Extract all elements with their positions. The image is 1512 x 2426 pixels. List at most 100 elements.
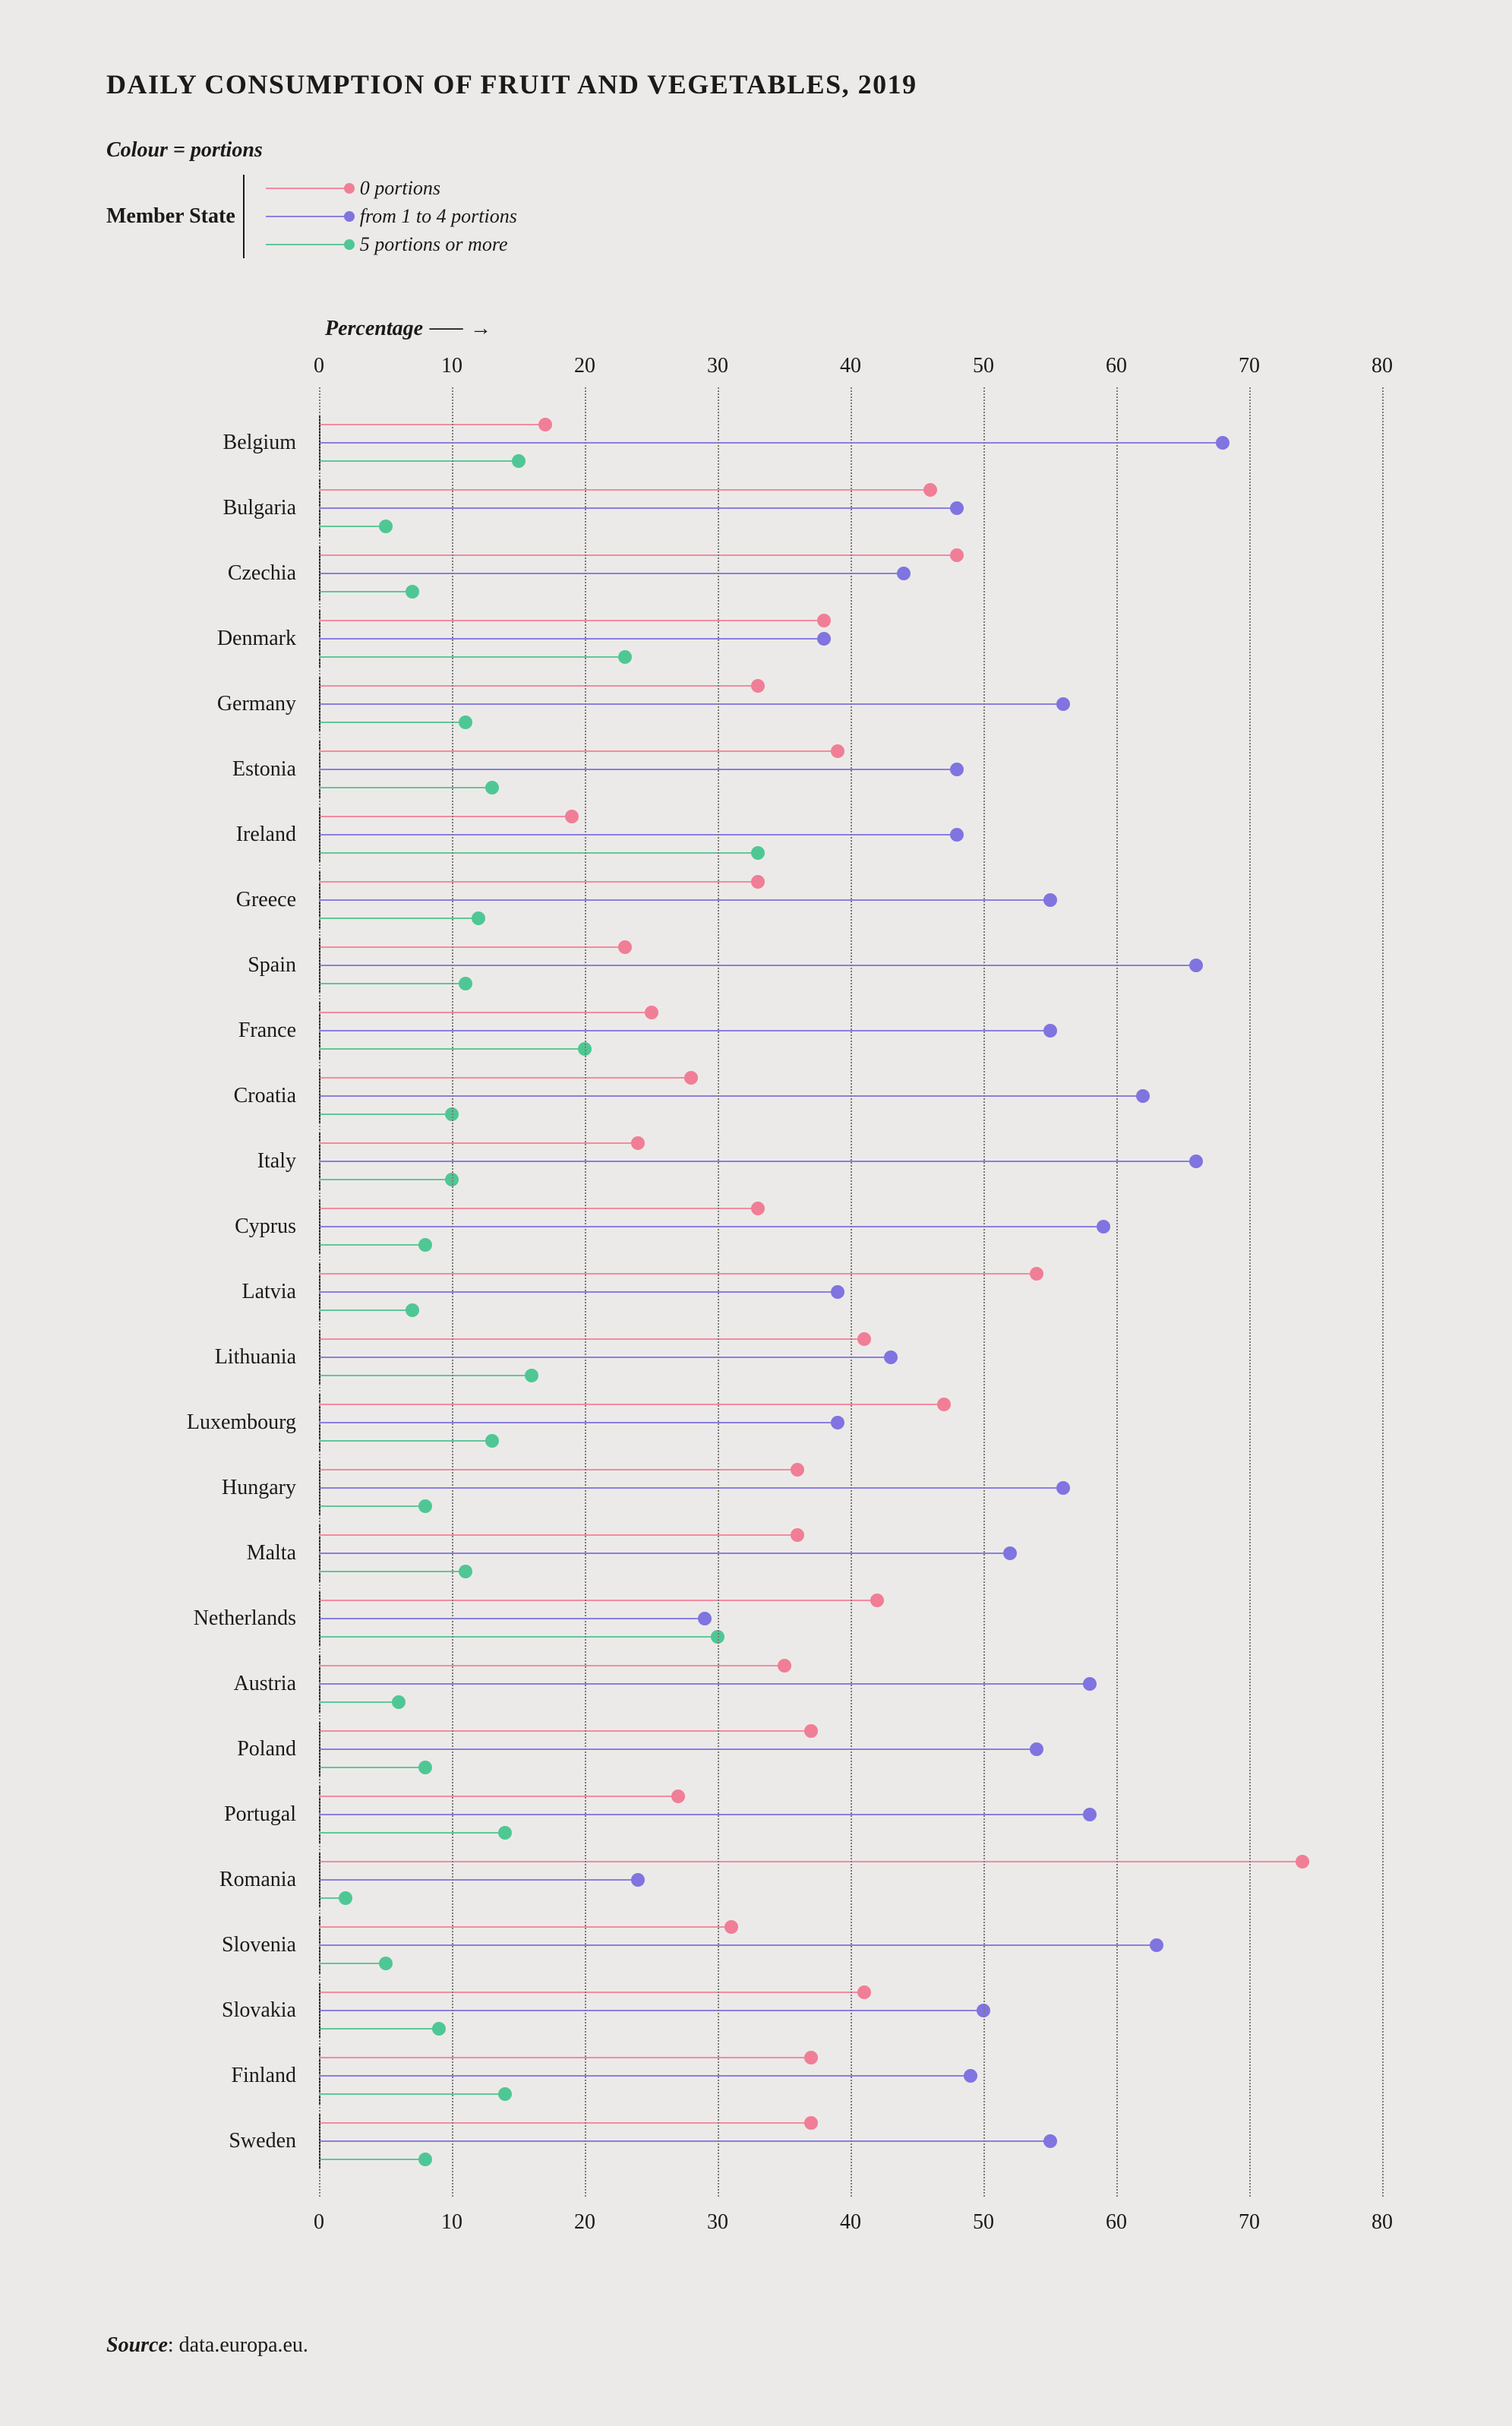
lollipop-dot-icon <box>485 781 499 794</box>
lollipop-dot-icon <box>485 1434 499 1448</box>
lollipop-line <box>319 852 758 854</box>
lollipop-dot-icon <box>751 1202 765 1215</box>
lollipop-line <box>319 1244 425 1246</box>
lollipop-line <box>319 1012 652 1013</box>
lollipop-dot-icon <box>1030 1267 1043 1281</box>
lollipop-line <box>319 703 1063 705</box>
legend-dot-icon <box>344 183 355 194</box>
lollipop-dot-icon <box>817 632 831 646</box>
lollipop-line <box>319 1338 864 1340</box>
tick-label: 50 <box>973 2210 994 2235</box>
lollipop-dot-icon <box>751 846 765 860</box>
lollipop-line <box>319 965 1196 966</box>
lollipop-dot-icon <box>1189 1155 1203 1168</box>
lollipop-dot-icon <box>392 1695 406 1709</box>
lollipop-line <box>319 1179 452 1180</box>
tick-label: 40 <box>840 354 861 378</box>
lollipop-line <box>319 1665 784 1666</box>
axis-title: Percentage ⸺→ <box>325 311 1382 342</box>
tick-label: 50 <box>973 354 994 378</box>
country-label: Lithuania <box>99 1345 296 1369</box>
lollipop-dot-icon <box>831 1416 844 1429</box>
lollipop-line <box>319 750 838 752</box>
tick-label: 80 <box>1372 354 1393 378</box>
lollipop-line <box>319 881 758 883</box>
lollipop-dot-icon <box>1043 893 1057 907</box>
lollipop-dot-icon <box>631 1873 645 1887</box>
country-label: Sweden <box>99 2129 296 2153</box>
legend-item-label: 0 portions <box>360 177 440 200</box>
country-label: Austria <box>99 1672 296 1696</box>
lollipop-dot-icon <box>751 679 765 693</box>
tick-label: 0 <box>314 2210 324 2235</box>
lollipop-line <box>319 591 412 592</box>
lollipop-line <box>319 489 930 491</box>
lollipop-line <box>319 442 1223 444</box>
lollipop-line <box>319 1226 1103 1227</box>
lollipop-line <box>319 1422 838 1423</box>
lollipop-line <box>319 1748 1037 1750</box>
lollipop-dot-icon <box>1097 1220 1110 1234</box>
lollipop-line <box>319 1992 864 1993</box>
lollipop-dot-icon <box>937 1398 951 1411</box>
lollipop-dot-icon <box>1150 1938 1163 1952</box>
lollipop-dot-icon <box>804 1724 818 1738</box>
lollipop-line <box>319 1796 678 1797</box>
country-label: Portugal <box>99 1802 296 1827</box>
chart-title: DAILY CONSUMPTION OF FRUIT AND VEGETABLE… <box>106 68 1406 100</box>
grid-line <box>452 387 453 2197</box>
source-line: Source: data.europa.eu. <box>106 2333 1406 2358</box>
lollipop-dot-icon <box>1043 1024 1057 1038</box>
lollipop-dot-icon <box>645 1006 658 1019</box>
legend-dot-icon <box>344 239 355 250</box>
grid-line <box>718 387 719 2197</box>
country-label: Latvia <box>99 1280 296 1304</box>
lollipop-dot-icon <box>1136 1089 1150 1103</box>
lollipop-line <box>319 638 824 640</box>
legend-bracket <box>243 175 266 258</box>
lollipop-line <box>319 1814 1090 1815</box>
axis-arrow-icon: ⸺→ <box>428 317 497 340</box>
lollipop-line <box>319 946 625 948</box>
lollipop-dot-icon <box>418 1238 432 1252</box>
lollipop-line <box>319 1897 346 1899</box>
country-label: Malta <box>99 1541 296 1565</box>
legend-line-icon <box>266 244 349 245</box>
tick-label: 40 <box>840 2210 861 2235</box>
lollipop-dot-icon <box>778 1659 791 1673</box>
lollipop-dot-icon <box>857 1985 871 1999</box>
tick-label: 70 <box>1239 354 1260 378</box>
lollipop-dot-icon <box>618 650 632 664</box>
lollipop-dot-icon <box>1003 1546 1017 1560</box>
lollipop-line <box>319 1944 1157 1946</box>
country-label: Slovenia <box>99 1933 296 1957</box>
country-label: Netherlands <box>99 1606 296 1631</box>
lollipop-line <box>319 1291 838 1293</box>
grid-line <box>1249 387 1251 2197</box>
lollipop-dot-icon <box>418 1499 432 1513</box>
lollipop-line <box>319 2075 971 2077</box>
tick-label: 60 <box>1106 2210 1127 2235</box>
tick-label: 10 <box>441 2210 462 2235</box>
axis-title-text: Percentage <box>325 317 423 340</box>
lollipop-line <box>319 1861 1302 1862</box>
lollipop-dot-icon <box>831 1285 844 1299</box>
lollipop-dot-icon <box>418 1761 432 1774</box>
lollipop-dot-icon <box>459 715 472 729</box>
legend-header: Colour = portions <box>106 138 1406 163</box>
lollipop-line <box>319 2140 1050 2142</box>
country-label: Croatia <box>99 1084 296 1108</box>
axis-ticks-top: 01020304050607080 <box>319 349 1382 387</box>
lollipop-dot-icon <box>1056 697 1070 711</box>
lollipop-line <box>319 1113 452 1115</box>
lollipop-line <box>319 918 478 919</box>
grid-line <box>1116 387 1118 2197</box>
lollipop-dot-icon <box>950 828 964 842</box>
axis-ticks-bottom: 01020304050607080 <box>319 2197 1382 2242</box>
lollipop-line <box>319 899 1050 901</box>
legend-line-icon <box>266 188 349 189</box>
lollipop-dot-icon <box>406 585 419 599</box>
country-label: Bulgaria <box>99 496 296 520</box>
lollipop-dot-icon <box>498 2087 512 2101</box>
lollipop-line <box>319 554 957 556</box>
